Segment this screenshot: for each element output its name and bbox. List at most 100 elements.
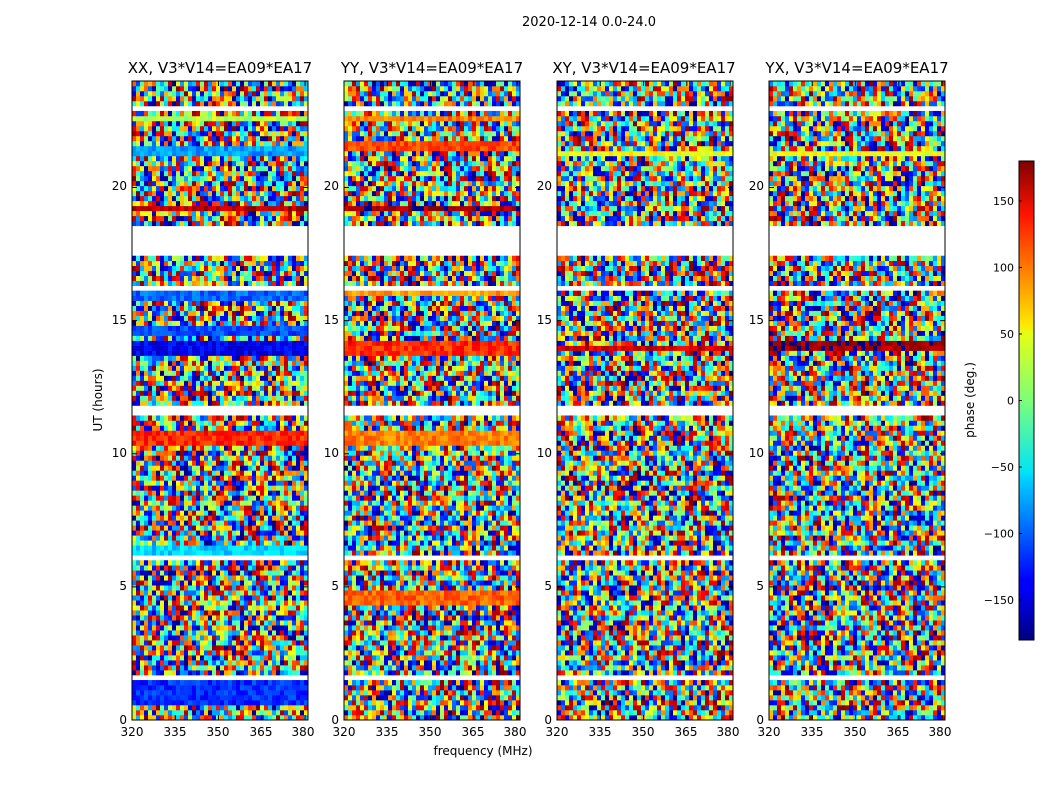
heatmap-cell [300,600,305,606]
heatmap-cell [220,315,225,321]
heatmap-cell [204,340,209,346]
heatmap-cell [192,705,197,711]
heatmap-cell [172,220,177,227]
heatmap-cell [280,680,285,686]
heatmap-cell [140,700,145,706]
heatmap-cell [136,130,141,137]
heatmap-cell [304,190,309,197]
heatmap-cell [176,695,181,701]
heatmap-cell [168,545,173,551]
heatmap-cell [244,265,249,271]
heatmap-cell [248,380,253,386]
heatmap-cell [232,430,237,436]
heatmap-cell [208,160,213,167]
heatmap-cell [264,360,269,366]
heatmap-cell [188,695,193,701]
heatmap-cell [184,290,189,296]
heatmap-cell [160,305,165,311]
heatmap-cell [268,660,273,666]
heatmap-cell [216,390,221,396]
heatmap-cell [272,600,277,606]
heatmap-cell [272,575,277,581]
heatmap-cell [296,265,301,271]
heatmap-cell [184,195,189,202]
heatmap-cell [296,485,301,491]
heatmap-cell [240,190,245,197]
heatmap-cell [292,455,297,461]
heatmap-cell [208,360,213,366]
heatmap-cell [176,700,181,706]
heatmap-cell [244,600,249,606]
heatmap-cell [144,530,149,536]
heatmap-cell [216,490,221,496]
heatmap-cell [144,305,149,311]
heatmap-cell [208,455,213,461]
heatmap-cell [268,640,273,646]
heatmap-cell [184,595,189,601]
heatmap-cell [296,255,301,262]
heatmap-cell [180,640,185,646]
heatmap-cell [272,115,277,122]
heatmap-cell [236,485,241,491]
heatmap-cell [292,440,297,446]
heatmap-cell [248,645,253,651]
heatmap-cell [152,200,157,207]
heatmap-cell [260,445,265,451]
heatmap-cell [164,670,169,676]
heatmap-cell [260,270,265,276]
heatmap-cell [160,530,165,536]
heatmap-cell [296,575,301,581]
heatmap-cell [200,450,205,456]
heatmap-cell [156,125,161,132]
heatmap-cell [160,440,165,446]
heatmap-cell [188,445,193,451]
heatmap-cell [212,660,217,666]
heatmap-cell [260,345,265,351]
heatmap-cell [216,655,221,661]
heatmap-cell [184,395,189,401]
heatmap-cell [180,110,185,117]
heatmap-cell [144,210,149,217]
heatmap-cell [292,450,297,456]
heatmap-cell [200,670,205,676]
heatmap-cell [292,510,297,516]
heatmap-cell [240,680,245,686]
heatmap-cell [148,375,153,381]
heatmap-cell [296,580,301,586]
heatmap-cell [284,135,289,142]
heatmap-cell [296,350,301,356]
heatmap-cell [292,165,297,172]
heatmap-cell [192,100,197,107]
heatmap-cell [140,430,145,436]
heatmap-cell [300,265,305,271]
heatmap-cell [248,495,253,501]
heatmap-cell [188,425,193,431]
heatmap-cell [244,180,249,187]
heatmap-cell [188,115,193,122]
heatmap-cell [304,645,309,651]
heatmap-cell [248,365,253,371]
heatmap-cell [196,610,201,616]
heatmap-cell [172,615,177,621]
heatmap-cell [276,695,281,701]
heatmap-cell [248,175,253,182]
heatmap-cell [208,325,213,331]
heatmap-cell [260,660,265,666]
heatmap-cell [256,185,261,192]
heatmap-cell [284,470,289,476]
heatmap-cell [268,315,273,321]
heatmap-cell [212,165,217,172]
heatmap-cell [240,180,245,187]
heatmap-cell [188,580,193,586]
heatmap-cell [256,310,261,316]
heatmap-cell [260,180,265,187]
heatmap-cell [144,100,149,107]
heatmap-cell [188,455,193,461]
heatmap-cell [188,620,193,626]
heatmap-cell [288,215,293,222]
heatmap-cell [256,145,261,152]
heatmap-cell [156,390,161,396]
heatmap-cell [252,455,257,461]
heatmap-cell [216,695,221,701]
heatmap-cell [288,670,293,676]
